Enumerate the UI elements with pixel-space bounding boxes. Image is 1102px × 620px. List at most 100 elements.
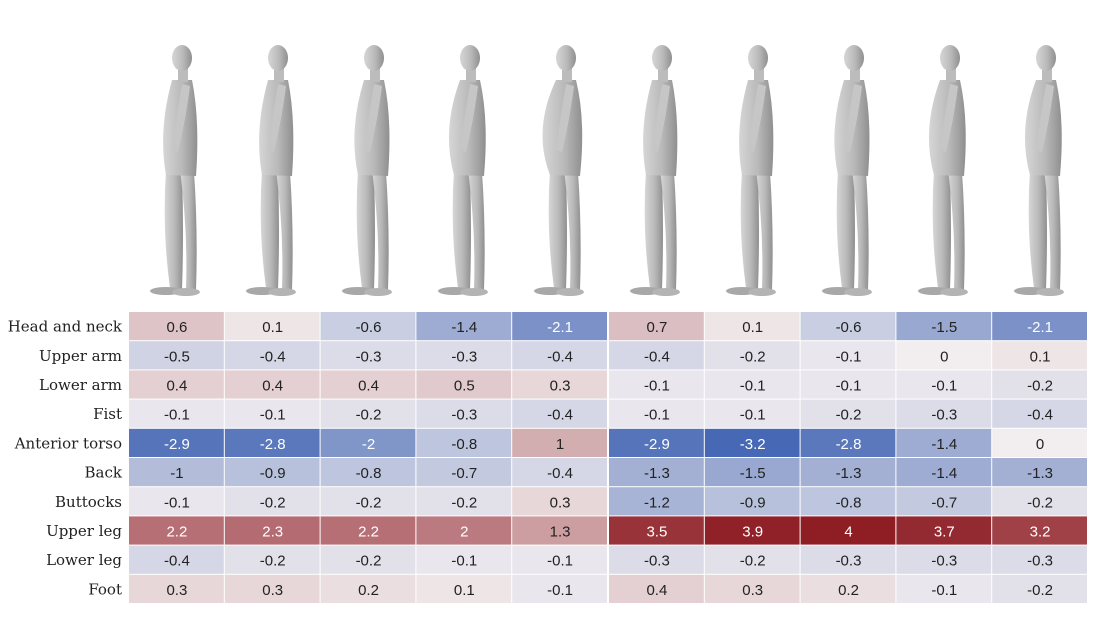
row-label-foot: Foot — [88, 580, 122, 598]
heatmap-cell-label-right-r5-c0: -1.3 — [644, 465, 670, 482]
heatmap-cell-label-left-r8-c2: -0.2 — [356, 553, 382, 570]
heatmap-cell-left-r2-c1 — [224, 370, 320, 399]
heatmap-cell-right-r5-c2 — [800, 458, 896, 487]
heatmap-cell-left-r4-c1 — [224, 428, 320, 457]
heatmap-cell-label-right-r4-c0: -2.9 — [644, 436, 670, 453]
row-label-lower-leg: Lower leg — [46, 551, 122, 569]
heatmap-cell-left-r1-c1 — [224, 341, 320, 370]
heatmap-cell-right-r4-c0 — [609, 428, 704, 457]
heatmap-cell-label-right-r6-c0: -1.2 — [644, 494, 670, 511]
heatmap-cell-left-r6-c0 — [129, 487, 224, 516]
heatmap-cell-left-r7-c3 — [416, 516, 512, 545]
heatmap-cell-label-right-r7-c1: 3.9 — [742, 524, 763, 541]
heatmap-cell-label-left-r1-c3: -0.3 — [451, 348, 477, 365]
heatmap-cell-label-left-r5-c2: -0.8 — [356, 465, 382, 482]
heatmap-cell-right-r2-c3 — [896, 370, 992, 399]
heatmap-cell-right-r7-c1 — [704, 516, 800, 545]
heatmap-cell-label-right-r1-c1: -0.2 — [740, 348, 766, 365]
heatmap-cell-right-r9-c2 — [800, 574, 896, 603]
heatmap-cell-right-r7-c2 — [800, 516, 896, 545]
body-figure-f2 — [726, 45, 776, 296]
heatmap-cell-left-r4-c3 — [416, 428, 512, 457]
heatmap-cell-left-r9-c3 — [416, 574, 512, 603]
body-figure-m1 — [150, 45, 200, 296]
heatmap-cell-right-r8-c2 — [800, 545, 896, 574]
heatmap-cell-label-right-r2-c0: -0.1 — [644, 378, 670, 395]
heatmap-cell-right-r5-c4 — [992, 458, 1087, 487]
heatmap-cell-right-r6-c4 — [992, 487, 1087, 516]
heatmap-cell-left-r9-c2 — [320, 574, 416, 603]
heatmap-cell-label-right-r5-c1: -1.5 — [740, 465, 766, 482]
heatmap-cell-label-right-r4-c2: -2.8 — [836, 436, 862, 453]
body-figure-f4 — [918, 45, 968, 296]
heatmap-cell-right-r9-c4 — [992, 574, 1087, 603]
heatmap-cell-label-right-r3-c2: -0.2 — [836, 407, 862, 424]
heatmap-cell-right-r4-c2 — [800, 428, 896, 457]
heatmap-cell-label-left-r3-c2: -0.2 — [356, 407, 382, 424]
heatmap-cell-right-r2-c2 — [800, 370, 896, 399]
heatmap-cell-label-right-r7-c2: 4 — [844, 524, 852, 541]
body-figure-m3 — [342, 45, 392, 296]
heatmap-cell-label-right-r2-c4: -0.2 — [1027, 378, 1053, 395]
heatmap-cell-label-left-r0-c3: -1.4 — [451, 319, 477, 336]
heatmap-cell-right-r4-c1 — [704, 428, 800, 457]
heatmap-cell-label-left-r0-c0: 0.6 — [166, 319, 187, 336]
heatmap-cell-left-r1-c2 — [320, 341, 416, 370]
heatmap-cell-right-r1-c1 — [704, 341, 800, 370]
heatmap-cell-label-right-r1-c4: 0.1 — [1030, 348, 1051, 365]
heatmap-cell-label-right-r6-c1: -0.9 — [740, 494, 766, 511]
heatmap-cell-left-r7-c2 — [320, 516, 416, 545]
heatmap-cell-label-left-r8-c4: -0.1 — [547, 553, 573, 570]
heatmap: Head and neck Upper arm Lower arm Fist Anter… — [8, 312, 1087, 603]
heatmap-cell-label-left-r2-c3: 0.5 — [454, 378, 475, 395]
heatmap-cell-left-r2-c3 — [416, 370, 512, 399]
heatmap-cell-left-r2-c4 — [512, 370, 607, 399]
heatmap-cell-label-right-r9-c4: -0.2 — [1027, 582, 1053, 599]
body-figure-f5 — [1014, 45, 1064, 296]
heatmap-cell-right-r1-c0 — [609, 341, 704, 370]
heatmap-cell-label-left-r4-c2: -2 — [362, 436, 375, 453]
heatmap-cell-left-r1-c3 — [416, 341, 512, 370]
heatmap-cell-label-right-r7-c0: 3.5 — [646, 524, 667, 541]
row-label-fist: Fist — [93, 405, 122, 423]
heatmap-cell-label-left-r6-c0: -0.1 — [164, 494, 190, 511]
heatmap-cell-label-left-r1-c4: -0.4 — [547, 348, 573, 365]
heatmap-cell-left-r0-c1 — [224, 312, 320, 341]
heatmap-cell-label-left-r5-c0: -1 — [170, 465, 183, 482]
heatmap-cell-right-r0-c4 — [992, 312, 1087, 341]
heatmap-cell-right-r9-c1 — [704, 574, 800, 603]
heatmap-cell-label-left-r8-c0: -0.4 — [164, 553, 190, 570]
heatmap-cell-label-right-r3-c1: -0.1 — [740, 407, 766, 424]
heatmap-cell-label-left-r6-c4: 0.3 — [550, 494, 571, 511]
heatmap-cell-label-left-r5-c1: -0.9 — [260, 465, 286, 482]
heatmap-cell-left-r1-c4 — [512, 341, 607, 370]
heatmap-cell-label-left-r2-c0: 0.4 — [166, 378, 187, 395]
body-figures — [150, 45, 1064, 296]
heatmap-cell-label-right-r8-c1: -0.2 — [740, 553, 766, 570]
heatmap-cell-left-r6-c1 — [224, 487, 320, 516]
heatmap-cell-label-left-r8-c1: -0.2 — [260, 553, 286, 570]
heatmap-cell-left-r5-c0 — [129, 458, 224, 487]
row-label-head-and-neck: Head and neck — [8, 318, 123, 336]
heatmap-cell-label-left-r5-c3: -0.7 — [451, 465, 477, 482]
heatmap-cell-label-left-r7-c0: 2.2 — [166, 524, 187, 541]
heatmap-cell-label-right-r6-c3: -0.7 — [931, 494, 957, 511]
heatmap-cell-right-r3-c1 — [704, 399, 800, 428]
heatmap-cell-right-r6-c1 — [704, 487, 800, 516]
heatmap-cell-label-right-r5-c4: -1.3 — [1027, 465, 1053, 482]
heatmap-cell-left-r5-c1 — [224, 458, 320, 487]
heatmap-cell-label-left-r5-c4: -0.4 — [547, 465, 573, 482]
heatmap-cell-right-r2-c4 — [992, 370, 1087, 399]
heatmap-cell-left-r6-c2 — [320, 487, 416, 516]
heatmap-cell-left-r6-c4 — [512, 487, 607, 516]
heatmap-cell-label-left-r4-c0: -2.9 — [164, 436, 190, 453]
body-figure-m2 — [246, 45, 296, 296]
row-label-anterior-torso: Anterior torso — [14, 434, 122, 452]
heatmap-cell-label-left-r0-c2: -0.6 — [356, 319, 382, 336]
heatmap-cell-right-r2-c0 — [609, 370, 704, 399]
heatmap-cell-right-r0-c2 — [800, 312, 896, 341]
heatmap-cell-label-right-r0-c0: 0.7 — [646, 319, 667, 336]
heatmap-cell-right-r1-c2 — [800, 341, 896, 370]
heatmap-cell-right-r3-c3 — [896, 399, 992, 428]
heatmap-cell-right-r3-c0 — [609, 399, 704, 428]
